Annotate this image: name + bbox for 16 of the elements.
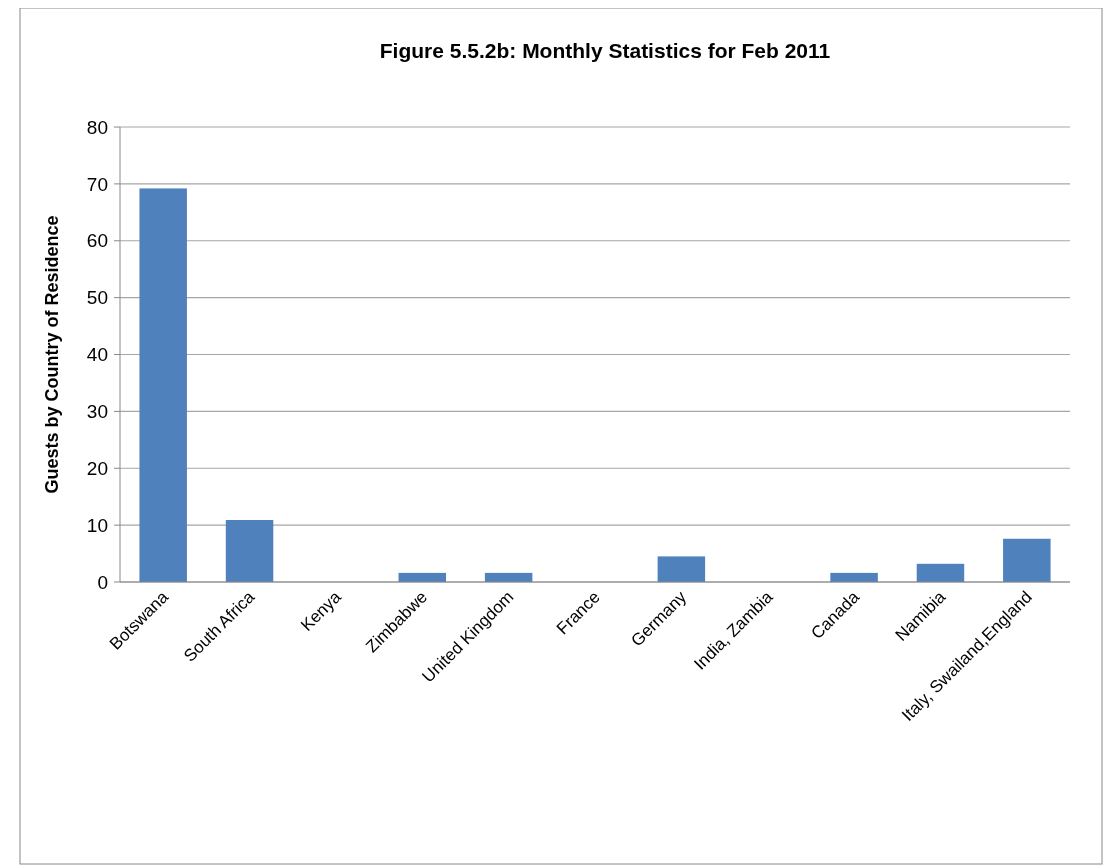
y-axis-title: Guests by Country of Residence bbox=[42, 215, 62, 494]
bar bbox=[225, 520, 274, 582]
y-tick-label: 10 bbox=[86, 514, 108, 536]
bar bbox=[139, 188, 187, 582]
y-tick-label: 30 bbox=[86, 401, 108, 423]
y-tick-label: 50 bbox=[86, 287, 108, 309]
bar bbox=[657, 556, 706, 582]
y-tick-label: 40 bbox=[86, 344, 108, 366]
bar bbox=[1003, 538, 1051, 582]
y-tick-label: 70 bbox=[86, 173, 108, 195]
y-tick-label: 0 bbox=[97, 571, 108, 593]
y-tick-label: 80 bbox=[86, 116, 108, 138]
chart-title: Figure 5.5.2b: Monthly Statistics for Feb 2011 bbox=[379, 39, 831, 62]
y-tick-label: 20 bbox=[86, 457, 108, 479]
y-tick-label: 60 bbox=[86, 230, 108, 252]
bar bbox=[916, 563, 965, 582]
